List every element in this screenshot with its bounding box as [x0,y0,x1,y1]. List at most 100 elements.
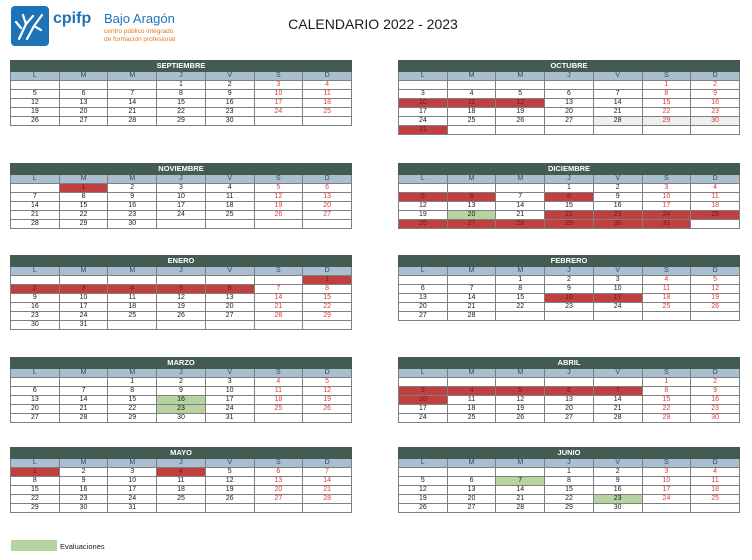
day-cell: 27 [398,311,448,321]
day-cell: 17 [107,485,158,495]
month-marzo: MARZO L M M J V S D 1 2 3 4 5 6 7 8 9 10 11 12 13 14 15 16 17 18 1… [10,357,352,423]
day-cell: 29 [544,503,594,513]
weekday-header: S [641,266,692,276]
empty-cell [204,503,255,513]
month-septiembre: SEPTIEMBRE L M M J V S D 1 2 3 4 5 6 7 8 9 10 11 12 13 14 15 16… [10,60,352,126]
month-name: ENERO [10,255,352,267]
weekday-header: M [107,71,158,81]
day-cell: 2 [58,467,109,477]
day-cell: 5 [253,183,304,193]
day-cell: 25 [253,404,304,414]
day-cell: 20 [204,302,255,312]
weekday-header: D [690,368,740,378]
day-cell: 12 [495,395,546,405]
day-cell: 4 [302,80,352,90]
day-cell: 29 [641,413,692,423]
day-cell: 13 [204,293,255,303]
weekday-header: M [58,71,109,81]
weekday-header: S [253,174,304,184]
legend-label: Evaluaciones [60,542,105,551]
day-cell: 11 [107,293,158,303]
empty-cell [10,275,60,285]
day-cell: 3 [253,80,304,90]
day-cell: 22 [641,107,692,117]
day-cell: 1 [495,275,546,285]
page-title: CALENDARIO 2022 - 2023 [288,16,458,32]
weekday-header: D [302,266,352,276]
day-cell: 26 [204,494,255,504]
day-cell: 14 [58,395,109,405]
day-cell: 3 [58,284,109,294]
day-cell: 1 [156,80,206,90]
day-cell: 4 [690,467,740,477]
day-cell: 31 [107,503,158,513]
day-cell: 19 [302,395,352,405]
day-cell: 14 [302,476,352,486]
day-cell: 24 [107,494,158,504]
day-cell: 30 [690,413,740,423]
day-cell: 18 [204,201,255,211]
weekday-header: M [107,458,158,468]
day-cell: 13 [544,395,594,405]
month-name: MAYO [10,447,352,459]
month-name: ABRIL [398,357,740,369]
empty-cell [592,377,643,387]
empty-cell [641,125,692,135]
day-cell: 9 [690,386,740,396]
weekday-header: D [690,266,740,276]
day-cell: 5 [10,89,60,99]
day-cell: 29 [156,116,206,126]
day-cell: 4 [690,183,740,193]
day-cell: 1 [544,183,594,193]
day-cell: 16 [690,98,740,108]
day-cell: 5 [398,476,448,486]
day-cell: 21 [58,404,109,414]
empty-cell [156,219,206,229]
day-cell: 6 [204,284,255,294]
day-cell: 15 [641,395,692,405]
day-cell: 21 [10,210,60,220]
day-cell: 9 [10,293,60,303]
day-cell: 28 [592,116,643,126]
day-cell: 18 [446,107,497,117]
day-cell: 1 [641,377,692,387]
empty-cell [544,125,594,135]
day-cell: 28 [107,116,158,126]
day-cell: 17 [398,107,448,117]
day-cell: 8 [544,192,594,202]
day-cell: 9 [592,476,643,486]
month-noviembre: NOVIEMBRE L M M J V S D 1 2 3 4 5 6 7 8 9 10 11 12 13 14 15 16 1… [10,163,352,229]
day-cell: 14 [592,98,643,108]
day-cell: 23 [690,404,740,414]
weekday-header: L [10,266,60,276]
day-cell: 14 [107,98,158,108]
day-cell: 30 [592,219,643,229]
weekday-header: M [446,368,497,378]
day-cell: 2 [690,377,740,387]
empty-cell [446,467,497,477]
day-cell: 12 [156,293,206,303]
day-cell: 12 [398,485,448,495]
empty-cell [592,125,643,135]
weekday-header: D [302,174,352,184]
empty-cell [446,80,497,90]
logo-brand: cpifp [53,10,91,27]
day-cell: 24 [253,107,304,117]
month-diciembre: DICIEMBRE L M M J V S D 1 2 3 4 5 6 7 8 9 10 11 12 13 14 15 16 1… [398,163,740,229]
day-cell: 11 [690,476,740,486]
day-cell: 30 [58,503,109,513]
day-cell: 20 [544,404,594,414]
day-cell: 24 [156,210,206,220]
day-cell: 28 [495,219,546,229]
day-cell: 16 [204,98,255,108]
day-cell: 1 [544,467,594,477]
day-cell: 21 [446,302,497,312]
day-cell: 12 [302,386,352,396]
day-cell: 6 [544,89,594,99]
day-cell: 2 [10,284,60,294]
day-cell: 18 [107,302,158,312]
day-cell: 20 [446,210,497,220]
day-cell: 22 [302,302,352,312]
day-cell: 22 [58,210,109,220]
weekday-header: J [544,174,594,184]
